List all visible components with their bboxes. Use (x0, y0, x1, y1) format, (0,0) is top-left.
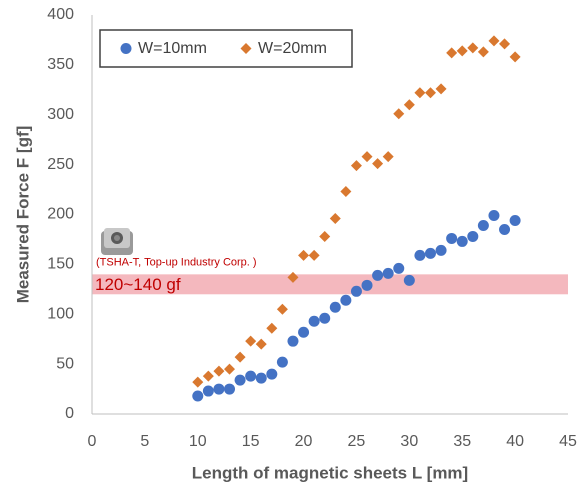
y-tick-label: 350 (47, 56, 74, 73)
circle-marker (488, 209, 500, 221)
circle-marker (319, 312, 331, 324)
diamond-marker (509, 51, 521, 63)
circle-marker (276, 356, 288, 368)
diamond-marker (234, 351, 246, 363)
target-band (92, 274, 568, 295)
diamond-marker (298, 249, 310, 261)
legend-label: W=20mm (258, 40, 327, 57)
y-tick-label: 400 (47, 6, 74, 23)
x-tick-label: 0 (88, 433, 97, 450)
diamond-marker (213, 365, 225, 377)
circle-marker (298, 326, 310, 338)
diamond-marker (467, 42, 479, 54)
diamond-marker (477, 46, 489, 58)
legend-label: W=10mm (138, 40, 207, 57)
x-tick-label: 10 (189, 433, 207, 450)
diamond-marker (202, 370, 214, 382)
product-icon (101, 228, 133, 255)
circle-marker (467, 230, 479, 242)
circle-marker (393, 262, 405, 274)
diamond-marker (308, 249, 320, 261)
diamond-marker (287, 271, 299, 283)
diamond-marker (340, 186, 352, 198)
diamond-marker (319, 230, 331, 242)
circle-marker (287, 335, 299, 347)
x-tick-label: 45 (559, 433, 577, 450)
circle-marker (192, 390, 204, 402)
diamond-marker (499, 38, 511, 50)
circle-marker (499, 223, 511, 235)
circle-marker (477, 219, 489, 231)
diamond-marker (245, 335, 257, 347)
circle-marker (120, 43, 132, 54)
diamond-marker (192, 376, 204, 388)
circle-marker (424, 247, 436, 259)
diamond-marker (266, 322, 278, 334)
y-tick-label: 50 (56, 355, 74, 372)
circle-marker (414, 249, 426, 261)
diamond-marker (240, 43, 252, 54)
band-note: (TSHA-T, Top-up Industry Corp. ) (96, 256, 257, 268)
diamond-marker (393, 108, 405, 120)
circle-marker (202, 385, 214, 397)
diamond-marker (424, 87, 436, 99)
circle-marker (350, 285, 362, 297)
diamond-marker (276, 303, 288, 315)
diamond-marker (456, 45, 468, 57)
circle-marker (382, 267, 394, 279)
band-label: 120~140 gf (95, 275, 181, 294)
circle-marker (234, 374, 246, 386)
circle-marker (245, 370, 257, 382)
circle-marker (446, 232, 458, 244)
diamond-marker (224, 363, 236, 375)
circle-marker (224, 383, 236, 395)
circle-marker (329, 301, 341, 313)
circle-marker (403, 274, 415, 286)
diamond-marker (382, 151, 394, 163)
x-tick-label: 35 (453, 433, 471, 450)
y-tick-label: 300 (47, 106, 74, 123)
y-tick-label: 250 (47, 156, 74, 173)
diamond-marker (329, 212, 341, 224)
x-tick-label: 40 (506, 433, 524, 450)
y-tick-label: 0 (65, 405, 74, 422)
diamond-marker (403, 99, 415, 111)
y-tick-label: 150 (47, 256, 74, 273)
circle-marker (456, 235, 468, 247)
y-tick-label: 200 (47, 206, 74, 223)
y-axis-title: Measured Force F [gf] (13, 126, 32, 304)
x-tick-label: 20 (295, 433, 313, 450)
diamond-marker (488, 35, 500, 47)
circle-marker (435, 244, 447, 256)
diamond-marker (255, 338, 267, 350)
diamond-marker (372, 158, 384, 170)
diamond-marker (414, 87, 426, 99)
circle-marker (308, 315, 320, 327)
x-tick-label: 25 (348, 433, 366, 450)
diamond-marker (361, 151, 373, 163)
x-axis-title: Length of magnetic sheets L [mm] (192, 463, 468, 482)
diamond-marker (435, 83, 447, 95)
x-tick-label: 30 (400, 433, 418, 450)
circle-marker (266, 368, 278, 380)
x-tick-label: 15 (242, 433, 260, 450)
x-tick-label: 5 (140, 433, 149, 450)
circle-marker (372, 269, 384, 281)
diamond-marker (446, 47, 458, 59)
circle-marker (361, 279, 373, 291)
circle-marker (340, 294, 352, 306)
y-tick-label: 100 (47, 305, 74, 322)
circle-marker (213, 383, 225, 395)
circle-marker (255, 372, 267, 384)
diamond-marker (350, 160, 362, 172)
circle-marker (509, 214, 521, 226)
legend-box (99, 29, 353, 68)
